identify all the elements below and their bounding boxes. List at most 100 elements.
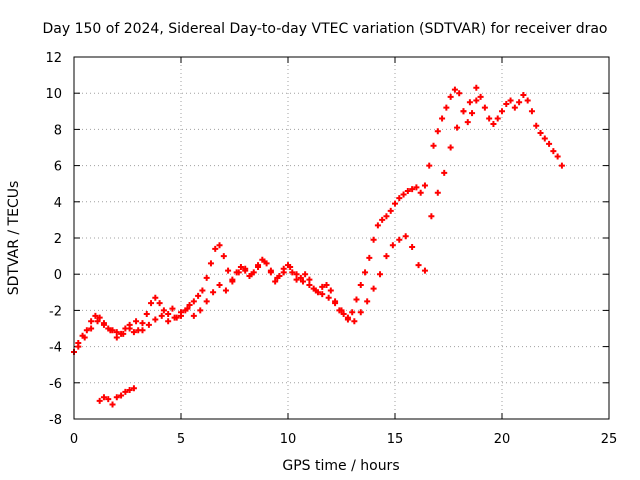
data-point bbox=[195, 292, 202, 299]
data-point bbox=[88, 325, 95, 332]
data-point bbox=[351, 318, 358, 325]
data-point bbox=[319, 283, 326, 290]
data-point bbox=[349, 309, 356, 316]
data-point bbox=[190, 298, 197, 305]
data-point bbox=[434, 128, 441, 135]
data-point bbox=[481, 104, 488, 111]
data-point bbox=[75, 343, 82, 350]
data-point bbox=[302, 271, 309, 278]
data-point bbox=[92, 312, 99, 319]
data-point bbox=[220, 253, 227, 260]
data-point bbox=[377, 271, 384, 278]
data-point bbox=[428, 213, 435, 220]
data-point bbox=[520, 92, 527, 99]
data-point bbox=[274, 274, 281, 281]
x-tick-label: 25 bbox=[601, 432, 618, 447]
grid bbox=[74, 57, 609, 419]
data-point bbox=[451, 86, 458, 93]
data-point bbox=[109, 401, 116, 408]
data-point bbox=[88, 318, 95, 325]
data-point bbox=[100, 321, 107, 328]
y-tick-label: 6 bbox=[54, 160, 62, 175]
data-point bbox=[454, 124, 461, 131]
data-point bbox=[357, 309, 364, 316]
data-point bbox=[417, 189, 424, 196]
data-point bbox=[190, 312, 197, 319]
data-point bbox=[499, 108, 505, 115]
data-point bbox=[387, 207, 394, 214]
data-point bbox=[383, 213, 390, 220]
data-point bbox=[165, 318, 172, 325]
data-point bbox=[225, 267, 232, 274]
data-point bbox=[171, 314, 178, 321]
data-point bbox=[409, 186, 416, 193]
data-point bbox=[338, 307, 345, 314]
data-point bbox=[255, 263, 262, 270]
data-point bbox=[511, 104, 518, 111]
data-point bbox=[169, 305, 176, 312]
data-point bbox=[156, 300, 163, 307]
data-point bbox=[148, 300, 155, 307]
y-tick-label: 12 bbox=[45, 51, 62, 66]
data-point bbox=[415, 262, 422, 269]
data-point bbox=[469, 110, 476, 117]
data-point bbox=[447, 144, 454, 151]
data-point bbox=[160, 307, 167, 314]
data-point bbox=[396, 195, 403, 202]
y-tick-label: -2 bbox=[49, 304, 62, 319]
x-tick-label: 15 bbox=[387, 432, 404, 447]
data-point bbox=[477, 93, 484, 100]
data-point bbox=[392, 200, 398, 207]
data-point bbox=[340, 311, 347, 318]
data-point bbox=[439, 115, 446, 122]
data-point bbox=[289, 269, 296, 276]
data-point bbox=[165, 311, 172, 318]
data-point bbox=[402, 233, 409, 240]
data-point bbox=[503, 101, 510, 108]
data-point bbox=[81, 334, 88, 341]
y-tick-label: 8 bbox=[54, 123, 62, 138]
data-point bbox=[374, 222, 381, 229]
data-point bbox=[426, 162, 433, 169]
data-point bbox=[207, 260, 214, 267]
data-point bbox=[242, 265, 249, 272]
data-points bbox=[71, 84, 565, 408]
plot-frame bbox=[73, 56, 610, 420]
data-point bbox=[293, 271, 300, 278]
data-point bbox=[203, 274, 210, 281]
y-tick-label: 4 bbox=[54, 196, 62, 211]
data-point bbox=[400, 191, 407, 198]
chart-title: Day 150 of 2024, Sidereal Day-to-day VTE… bbox=[42, 21, 607, 37]
data-point bbox=[107, 327, 114, 334]
data-point bbox=[152, 294, 159, 301]
data-point bbox=[120, 330, 127, 337]
data-point bbox=[327, 287, 334, 294]
data-point bbox=[139, 327, 146, 334]
data-point bbox=[212, 245, 219, 252]
data-point bbox=[100, 394, 107, 401]
y-axis-label: SDTVAR / TECUs bbox=[6, 181, 22, 296]
data-point bbox=[473, 84, 480, 91]
data-point bbox=[447, 93, 454, 100]
x-tick-label: 5 bbox=[177, 432, 185, 447]
data-point bbox=[235, 269, 242, 276]
data-point bbox=[546, 140, 553, 147]
x-tick-label: 10 bbox=[280, 432, 297, 447]
data-point bbox=[516, 99, 523, 106]
data-point bbox=[550, 148, 557, 155]
data-point bbox=[460, 108, 467, 115]
y-tick-label: 10 bbox=[45, 87, 62, 102]
data-point bbox=[118, 392, 125, 399]
data-point bbox=[186, 301, 193, 308]
data-point bbox=[199, 287, 206, 294]
data-point bbox=[357, 282, 364, 289]
data-point bbox=[554, 153, 561, 160]
data-point bbox=[490, 120, 497, 127]
data-point bbox=[486, 115, 493, 122]
data-point bbox=[83, 327, 90, 334]
y-tick-label: 0 bbox=[54, 268, 62, 283]
data-point bbox=[203, 298, 210, 305]
data-point bbox=[113, 334, 120, 341]
data-point bbox=[216, 282, 223, 289]
data-point bbox=[299, 278, 306, 285]
